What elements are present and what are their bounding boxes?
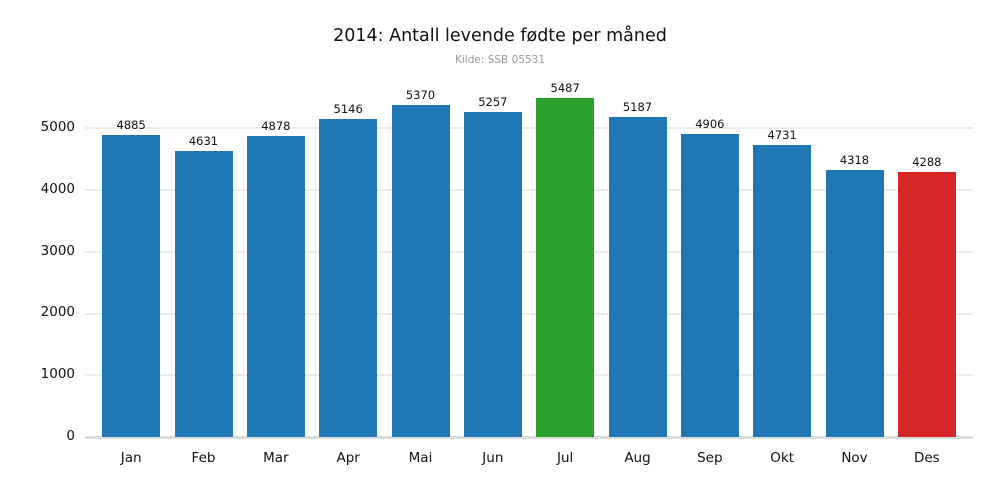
x-axis-line — [85, 436, 973, 439]
bar-nov — [825, 170, 884, 437]
chart-title: 2014: Antall levende fødte per måned — [333, 26, 667, 46]
bar-sep — [680, 134, 739, 437]
bar-value-label: 5257 — [478, 95, 508, 110]
bar-okt — [753, 144, 812, 437]
bar-value-label: 4318 — [839, 153, 870, 168]
gridline — [85, 250, 973, 253]
bar-value-label: 4906 — [695, 117, 725, 132]
bar-value-label: 4878 — [261, 118, 291, 133]
y-tick-label: 4000 — [40, 180, 75, 197]
gridline — [85, 127, 973, 130]
x-tick-label-nov: Nov — [841, 450, 868, 466]
bar-value-label: 5187 — [622, 99, 653, 114]
y-tick-label: 0 — [66, 428, 75, 444]
x-tick-label-jul: Jul — [557, 450, 574, 466]
plot-area — [85, 85, 973, 439]
x-tick-label-sep: Sep — [697, 450, 723, 466]
x-tick-label-feb: Feb — [191, 450, 216, 466]
bar-mar — [246, 135, 305, 437]
x-tick-label-mar: Mar — [263, 450, 289, 466]
bar-jun — [463, 112, 522, 437]
x-tick-label-des: Des — [913, 450, 940, 466]
bar-value-label: 4885 — [116, 118, 146, 133]
bar-aug — [608, 116, 667, 437]
bar-mai — [391, 105, 450, 437]
chart-subtitle: Kilde: SSB 05531 — [455, 54, 545, 66]
x-tick-label-jan: Jan — [120, 450, 142, 466]
bar-des — [897, 172, 956, 437]
x-tick-label-okt: Okt — [770, 450, 795, 466]
bar-jul — [536, 98, 595, 437]
x-tick-label-jun: Jun — [482, 450, 504, 466]
bar-apr — [319, 119, 378, 437]
bar-value-label: 5487 — [550, 81, 580, 96]
x-tick-label-aug: Aug — [624, 450, 651, 466]
bar-value-label: 5370 — [405, 88, 436, 103]
bar-value-label: 4731 — [767, 127, 797, 142]
y-tick-label: 1000 — [40, 366, 75, 383]
bar-jan — [102, 135, 161, 437]
y-tick-label: 2000 — [40, 304, 75, 321]
y-tick-label: 5000 — [40, 119, 75, 136]
x-tick-label-apr: Apr — [336, 450, 360, 466]
bar-value-label: 4288 — [912, 155, 942, 170]
gridline — [85, 188, 973, 191]
bar-feb — [174, 151, 233, 437]
gridline — [85, 312, 973, 315]
x-tick-label-mai: Mai — [408, 450, 433, 466]
y-tick-label: 3000 — [40, 242, 75, 259]
gridline — [85, 374, 973, 377]
bar-value-label: 4631 — [188, 134, 219, 148]
bar-value-label: 5146 — [333, 102, 363, 117]
